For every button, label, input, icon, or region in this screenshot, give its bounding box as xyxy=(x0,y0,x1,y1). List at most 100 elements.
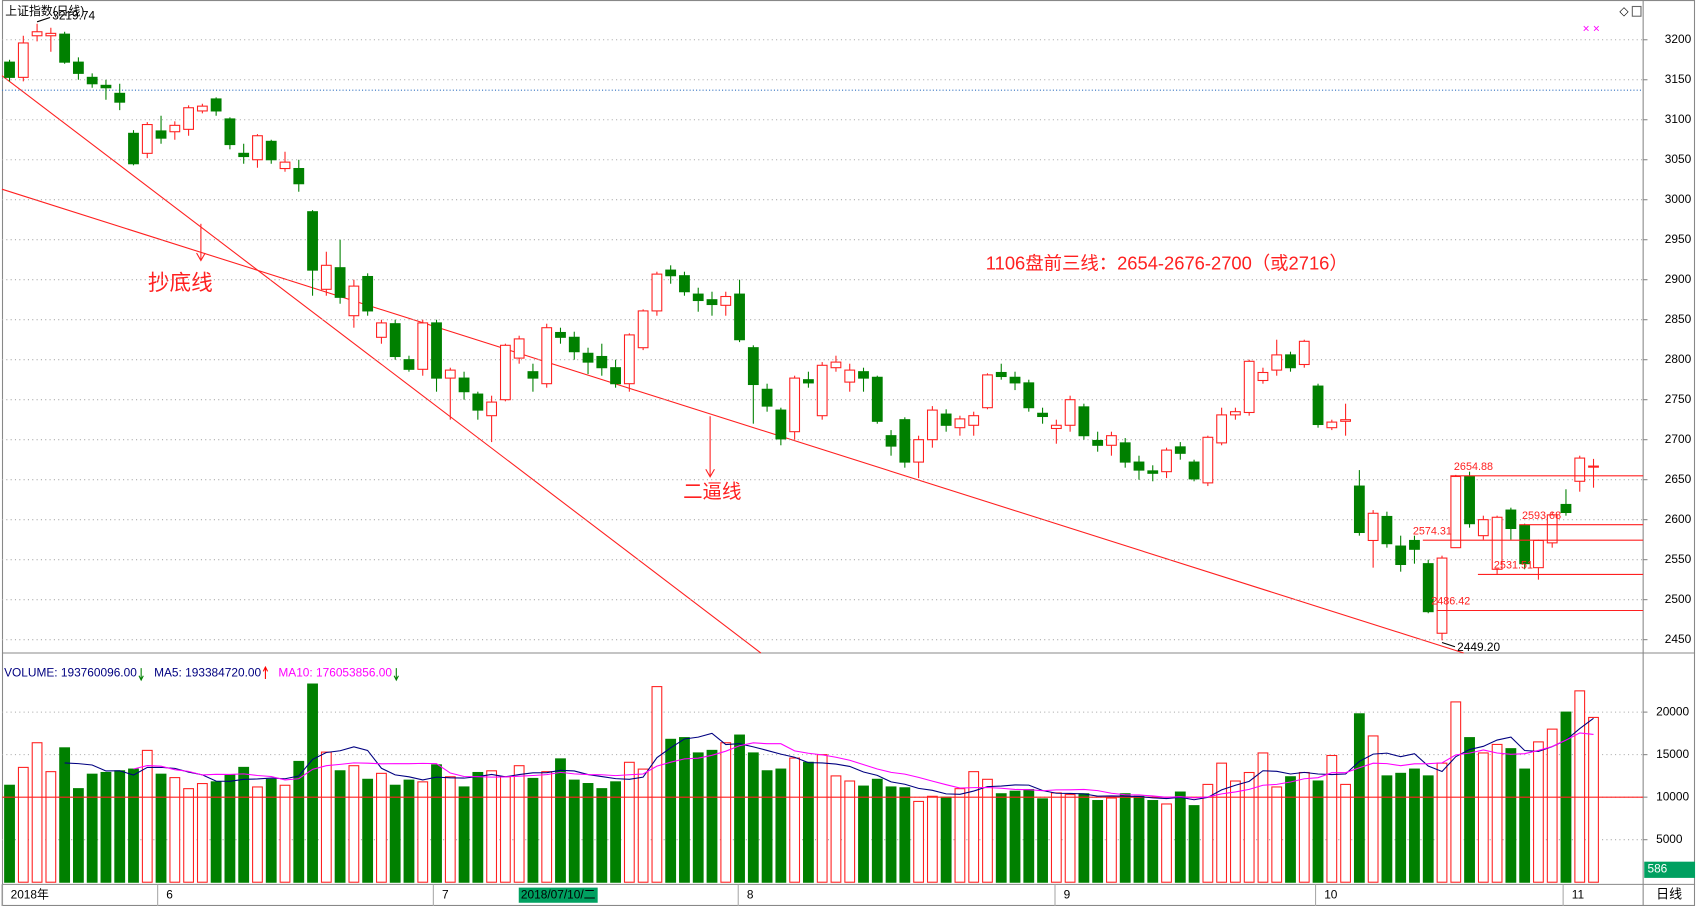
y-tick-label: 10000 xyxy=(1656,789,1689,803)
trend-line xyxy=(1,188,1464,654)
candle-body xyxy=(692,293,704,302)
volume-bar xyxy=(1533,741,1544,883)
candle-body xyxy=(954,418,966,429)
volume-bar xyxy=(1464,737,1475,883)
y-tick-label: 2850 xyxy=(1665,312,1692,326)
candle-body xyxy=(1243,360,1255,414)
icon[interactable]: ◇ xyxy=(1619,4,1629,18)
candle-body xyxy=(885,435,897,447)
volume-bar xyxy=(1257,752,1269,883)
volume-bar xyxy=(252,786,263,883)
volume-bar xyxy=(637,768,649,883)
volume-bar xyxy=(1505,748,1517,883)
marker: × × xyxy=(1583,21,1600,35)
volume-bar xyxy=(885,786,897,883)
x-tick-label: 8 xyxy=(747,887,754,901)
volume-bar xyxy=(486,770,498,883)
volume-bar xyxy=(279,784,291,883)
volume-bar xyxy=(940,796,952,883)
volume-bar xyxy=(183,788,194,883)
volume-bar xyxy=(706,749,718,883)
candle-body xyxy=(238,152,250,158)
volume-bar xyxy=(747,752,759,883)
y-tick-label: 15000 xyxy=(1656,747,1689,761)
cursor-date-box xyxy=(518,887,598,903)
candle-body xyxy=(183,107,194,130)
x-tick-label: 2018年 xyxy=(11,887,49,901)
candle-body xyxy=(1312,385,1324,426)
volume-bar xyxy=(982,778,993,883)
candle-body xyxy=(210,98,222,112)
candle-body xyxy=(403,359,415,370)
volume-bar xyxy=(1422,775,1434,883)
candle-body xyxy=(1133,461,1145,471)
y-tick-label: 2600 xyxy=(1665,512,1692,526)
candle-body xyxy=(1106,435,1117,446)
volume-bar xyxy=(1519,768,1531,883)
candle-body xyxy=(86,76,98,85)
volume-bar xyxy=(72,788,84,883)
volume-bar xyxy=(458,786,470,883)
candle-body xyxy=(1009,376,1021,384)
volume-bar xyxy=(1546,728,1558,883)
volume-bar xyxy=(376,772,387,883)
y-tick-label: 3100 xyxy=(1665,112,1692,126)
icon[interactable] xyxy=(1631,5,1642,17)
extreme-pointer xyxy=(36,16,51,23)
candle-body xyxy=(830,361,842,369)
candle-body xyxy=(1353,485,1365,534)
candle-body xyxy=(926,409,938,441)
volume-bar xyxy=(1340,783,1351,883)
volume-bar xyxy=(100,771,112,883)
volume-bar xyxy=(210,781,222,883)
y-tick-label: 3200 xyxy=(1665,32,1692,46)
candle-body xyxy=(1381,515,1393,545)
volume-header: VOLUME: 193760096.00 xyxy=(4,666,137,680)
volume-bar xyxy=(1092,800,1104,883)
volume-bar xyxy=(692,752,704,883)
level-label: 2654.88 xyxy=(1454,461,1493,473)
candle-body xyxy=(1367,512,1379,542)
volume-bar xyxy=(1229,780,1241,883)
level-label: 2486.42 xyxy=(1431,596,1470,608)
candle-body xyxy=(582,352,594,363)
volume-bar xyxy=(224,774,236,883)
volume-bar xyxy=(1009,790,1021,883)
candle-body xyxy=(265,140,277,161)
volume-bar xyxy=(858,785,869,883)
y-tick-label: 2700 xyxy=(1665,432,1692,446)
volume-bar xyxy=(899,787,911,883)
candle-body xyxy=(555,331,566,338)
volume-bar xyxy=(1588,716,1599,883)
volume-bar xyxy=(1395,772,1407,883)
volume-bar xyxy=(871,778,883,883)
candle-body xyxy=(444,369,456,379)
trend-line xyxy=(1,75,762,654)
candle-body xyxy=(1409,539,1420,550)
candle-body xyxy=(1298,340,1310,366)
candle-body xyxy=(59,33,71,63)
candle-body xyxy=(1477,519,1489,537)
candle-body xyxy=(128,132,139,165)
candle-body xyxy=(541,327,553,385)
candle-body xyxy=(252,135,263,161)
volume-bar xyxy=(527,777,539,883)
period-label: 日线 xyxy=(1656,887,1682,902)
volume-bar xyxy=(86,773,98,883)
candle-body xyxy=(362,275,374,312)
volume-bar xyxy=(4,784,15,883)
volume-bar xyxy=(265,778,277,883)
volume-bar xyxy=(1037,798,1048,883)
volume-bar xyxy=(499,776,511,883)
volume-header: MA10: 176053856.00 xyxy=(278,666,392,680)
candle-body xyxy=(665,269,677,277)
annotation: 二逼线 xyxy=(683,481,741,503)
header-arrow xyxy=(393,668,399,682)
y-tick-label: 2450 xyxy=(1665,632,1692,646)
candle-body xyxy=(499,344,511,401)
volume-bar xyxy=(1298,771,1310,883)
cursor-date: 2018/07/10/二 xyxy=(521,887,596,901)
y-tick-label: 3150 xyxy=(1665,72,1692,86)
y-tick-label: 3050 xyxy=(1665,152,1692,166)
